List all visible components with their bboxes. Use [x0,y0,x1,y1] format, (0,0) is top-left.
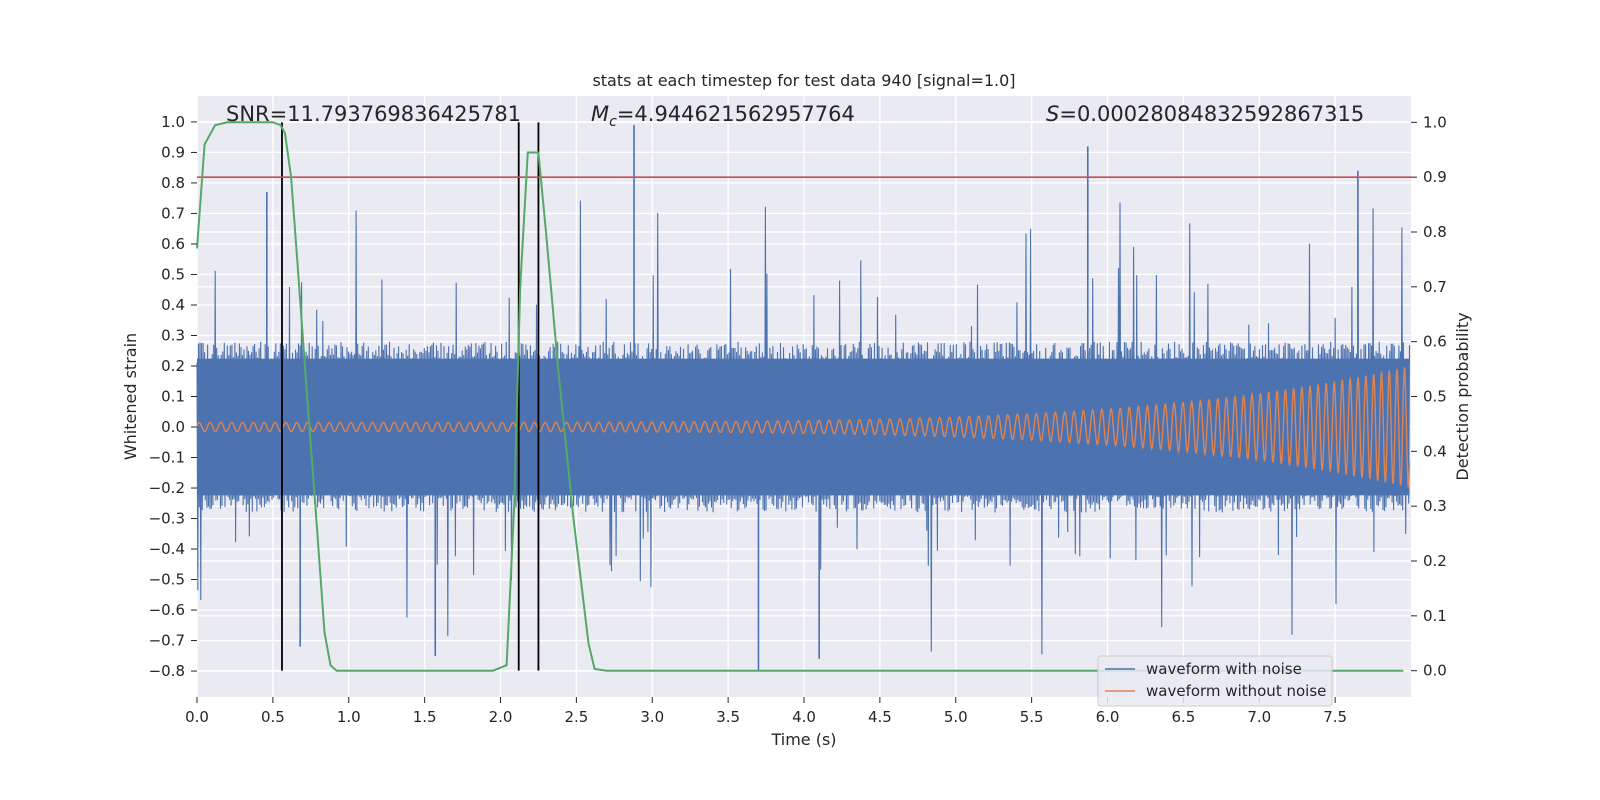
legend-label-clean: waveform without noise [1146,682,1326,700]
x-tick-label: 2.5 [564,708,588,726]
y-right-tick-label: 0.9 [1423,168,1447,186]
x-tick-label: 4.5 [868,708,892,726]
y-right-tick-label: 1.0 [1423,113,1447,131]
mc-symbol: M [591,102,609,126]
series-waveform-without-noise [196,367,1411,488]
x-tick-label: 1.0 [337,708,361,726]
y-right-tick-label: 0.8 [1423,223,1447,241]
x-axis: 0.0 0.5 1.0 1.5 2.0 2.5 3.0 3.5 4.0 4.5 5.0 5.5 6.0 6… [185,697,1347,726]
y-left-tick-label: 0.3 [161,326,185,344]
s-annotation: S=0.00028084832592867315 [1046,102,1364,126]
y-right-tick-label: 0.1 [1423,607,1447,625]
x-tick-label: 0.5 [261,708,285,726]
y-left-tick-label: 1.0 [161,113,185,131]
mc-value: =4.944621562957764 [617,102,855,126]
x-tick-label: 1.5 [413,708,437,726]
y-right-tick-label: 0.6 [1423,333,1447,351]
y-left-tick-label: 0.1 [161,388,185,406]
y-right-axis: 0.0 0.1 0.2 0.3 0.4 0.5 0.6 0.7 0.8 0.9 1.0 [1411,113,1447,680]
x-tick-label: 3.5 [716,708,740,726]
y-left-axis-label: Whitened strain [121,333,140,460]
mc-annotation: Mc=4.944621562957764 [591,102,855,130]
s-symbol: S [1046,102,1059,126]
legend-box [1097,655,1333,707]
x-tick-label: 7.5 [1323,708,1347,726]
mc-subscript: c [609,114,617,130]
s-value: =0.00028084832592867315 [1059,102,1364,126]
x-tick-label: 5.0 [944,708,968,726]
y-left-tick-label: 0.5 [161,265,185,283]
legend: waveform with noise waveform without noi… [1097,655,1333,707]
y-left-tick-label: −0.1 [149,449,185,467]
snr-annotation: SNR=11.793769836425781 [226,102,521,126]
x-tick-label: 2.0 [489,708,513,726]
y-left-axis: −0.8 −0.7 −0.6 −0.5 −0.4 −0.3 −0.2 −0.1 0.0 0.1 0.… [149,113,197,680]
x-tick-label: 5.5 [1020,708,1044,726]
y-right-tick-label: 0.0 [1423,662,1447,680]
y-left-tick-label: −0.7 [149,632,185,650]
y-left-tick-label: −0.3 [149,510,185,528]
x-tick-label: 6.5 [1171,708,1195,726]
x-tick-label: 6.0 [1096,708,1120,726]
y-left-tick-label: 0.2 [161,357,185,375]
series-detection-probability [196,121,1411,672]
y-right-tick-label: 0.7 [1423,278,1447,296]
x-axis-label: Time (s) [770,730,836,749]
chart-title: stats at each timestep for test data 940… [592,71,1015,90]
clean-trace [196,367,1411,488]
x-tick-label: 7.0 [1247,708,1271,726]
y-left-tick-label: 0.4 [161,296,185,314]
y-left-tick-label: −0.4 [149,540,185,558]
y-left-tick-label: −0.5 [149,571,185,589]
noise-band [197,358,1410,496]
vertical-markers [281,122,540,671]
y-left-tick-label: −0.6 [149,601,185,619]
y-left-tick-label: 0.9 [161,143,185,161]
probability-curve [196,121,1404,672]
y-left-tick-label: 0.7 [161,204,185,222]
y-left-tick-label: 0.6 [161,235,185,253]
y-right-axis-label: Detection probability [1453,312,1472,480]
legend-label-noise: waveform with noise [1146,660,1302,678]
x-tick-label: 4.0 [792,708,816,726]
x-tick-label: 0.0 [185,708,209,726]
y-right-tick-label: 0.4 [1423,442,1447,460]
y-right-tick-label: 0.5 [1423,388,1447,406]
y-right-tick-label: 0.3 [1423,497,1447,515]
y-left-tick-label: −0.2 [149,479,185,497]
y-left-tick-label: 0.8 [161,174,185,192]
y-left-tick-label: −0.8 [149,662,185,680]
y-right-tick-label: 0.2 [1423,552,1447,570]
y-left-tick-label: 0.0 [161,418,185,436]
x-tick-label: 3.0 [640,708,664,726]
